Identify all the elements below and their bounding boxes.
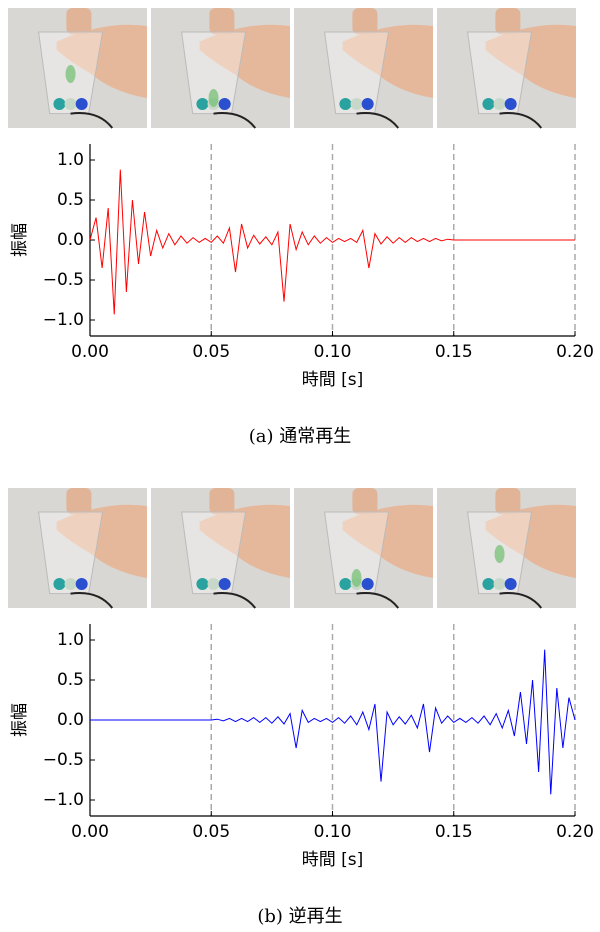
marble (351, 98, 363, 110)
falling-marble (352, 569, 362, 587)
y-tick-label: −1.0 (43, 310, 84, 330)
marble (219, 98, 231, 110)
marble (53, 98, 65, 110)
fingers (495, 8, 520, 34)
x-tick-label: 0.00 (71, 822, 109, 842)
marble (219, 578, 231, 590)
y-tick-label: 0.5 (57, 190, 84, 210)
y-tick-label: −1.0 (43, 790, 84, 810)
marble (196, 98, 208, 110)
marble (339, 578, 351, 590)
x-tick-label: 0.05 (192, 342, 230, 362)
marble (196, 578, 208, 590)
x-tick-label: 0.10 (314, 342, 352, 362)
falling-marble (495, 545, 505, 563)
x-tick-label: 0.00 (71, 342, 109, 362)
y-tick-label: −0.5 (43, 270, 84, 290)
photo (151, 8, 290, 128)
y-tick-label: −0.5 (43, 750, 84, 770)
fingers (66, 8, 91, 34)
x-axis-label: 時間 [s] (302, 850, 364, 870)
waveform (90, 650, 575, 795)
marble (482, 578, 494, 590)
falling-marble (66, 65, 76, 83)
marble (76, 98, 88, 110)
marble (362, 578, 374, 590)
marble (494, 578, 506, 590)
x-tick-label: 0.20 (556, 342, 594, 362)
fingers (209, 8, 234, 34)
x-axis-label: 時間 [s] (302, 370, 364, 390)
x-tick-label: 0.15 (435, 342, 473, 362)
x-tick-label: 0.10 (314, 822, 352, 842)
y-tick-label: 1.0 (57, 150, 84, 170)
photo (8, 488, 147, 608)
photo (151, 488, 290, 608)
marble (494, 98, 506, 110)
fingers (352, 8, 377, 34)
marble (65, 98, 77, 110)
caption: (b) 逆再生 (257, 906, 342, 927)
marble (208, 578, 220, 590)
fingers (66, 488, 91, 514)
fingers (495, 488, 520, 514)
y-tick-label: 0.0 (57, 230, 84, 250)
photo (437, 8, 576, 128)
fingers (352, 488, 377, 514)
y-tick-label: 1.0 (57, 630, 84, 650)
marble (76, 578, 88, 590)
x-tick-label: 0.15 (435, 822, 473, 842)
marble (339, 98, 351, 110)
photo (8, 8, 147, 128)
x-tick-label: 0.05 (192, 822, 230, 842)
marble (362, 98, 374, 110)
marble (65, 578, 77, 590)
fingers (209, 488, 234, 514)
marble (505, 98, 517, 110)
y-axis-label: 振幅 (10, 223, 30, 257)
marble (482, 98, 494, 110)
y-axis-label: 振幅 (10, 703, 30, 737)
page: 0.00 0.05 0.10 0.15 0.20 −1.0 −0.5 0.0 0.5 1.0 時間 … (0, 0, 600, 932)
waveform (90, 170, 575, 315)
y-tick-label: 0.5 (57, 670, 84, 690)
falling-marble (209, 89, 219, 107)
photo (294, 488, 433, 608)
photo (437, 488, 576, 608)
caption: (a) 通常再生 (249, 426, 352, 447)
x-tick-label: 0.20 (556, 822, 594, 842)
marble (505, 578, 517, 590)
photo (294, 8, 433, 128)
figure: 0.00 0.05 0.10 0.15 0.20 −1.0 −0.5 0.0 0.5 1.0 時間 … (0, 0, 600, 928)
y-tick-label: 0.0 (57, 710, 84, 730)
marble (53, 578, 65, 590)
